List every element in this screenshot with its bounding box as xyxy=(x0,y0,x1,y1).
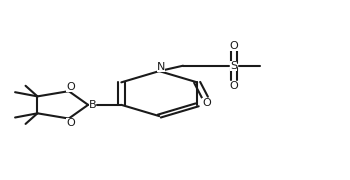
Text: O: O xyxy=(230,80,238,91)
Text: B: B xyxy=(89,100,97,110)
Text: O: O xyxy=(66,118,75,127)
Text: O: O xyxy=(230,41,238,51)
Text: O: O xyxy=(66,82,75,92)
Text: S: S xyxy=(230,61,237,71)
Text: O: O xyxy=(202,98,211,108)
Text: N: N xyxy=(157,62,165,72)
